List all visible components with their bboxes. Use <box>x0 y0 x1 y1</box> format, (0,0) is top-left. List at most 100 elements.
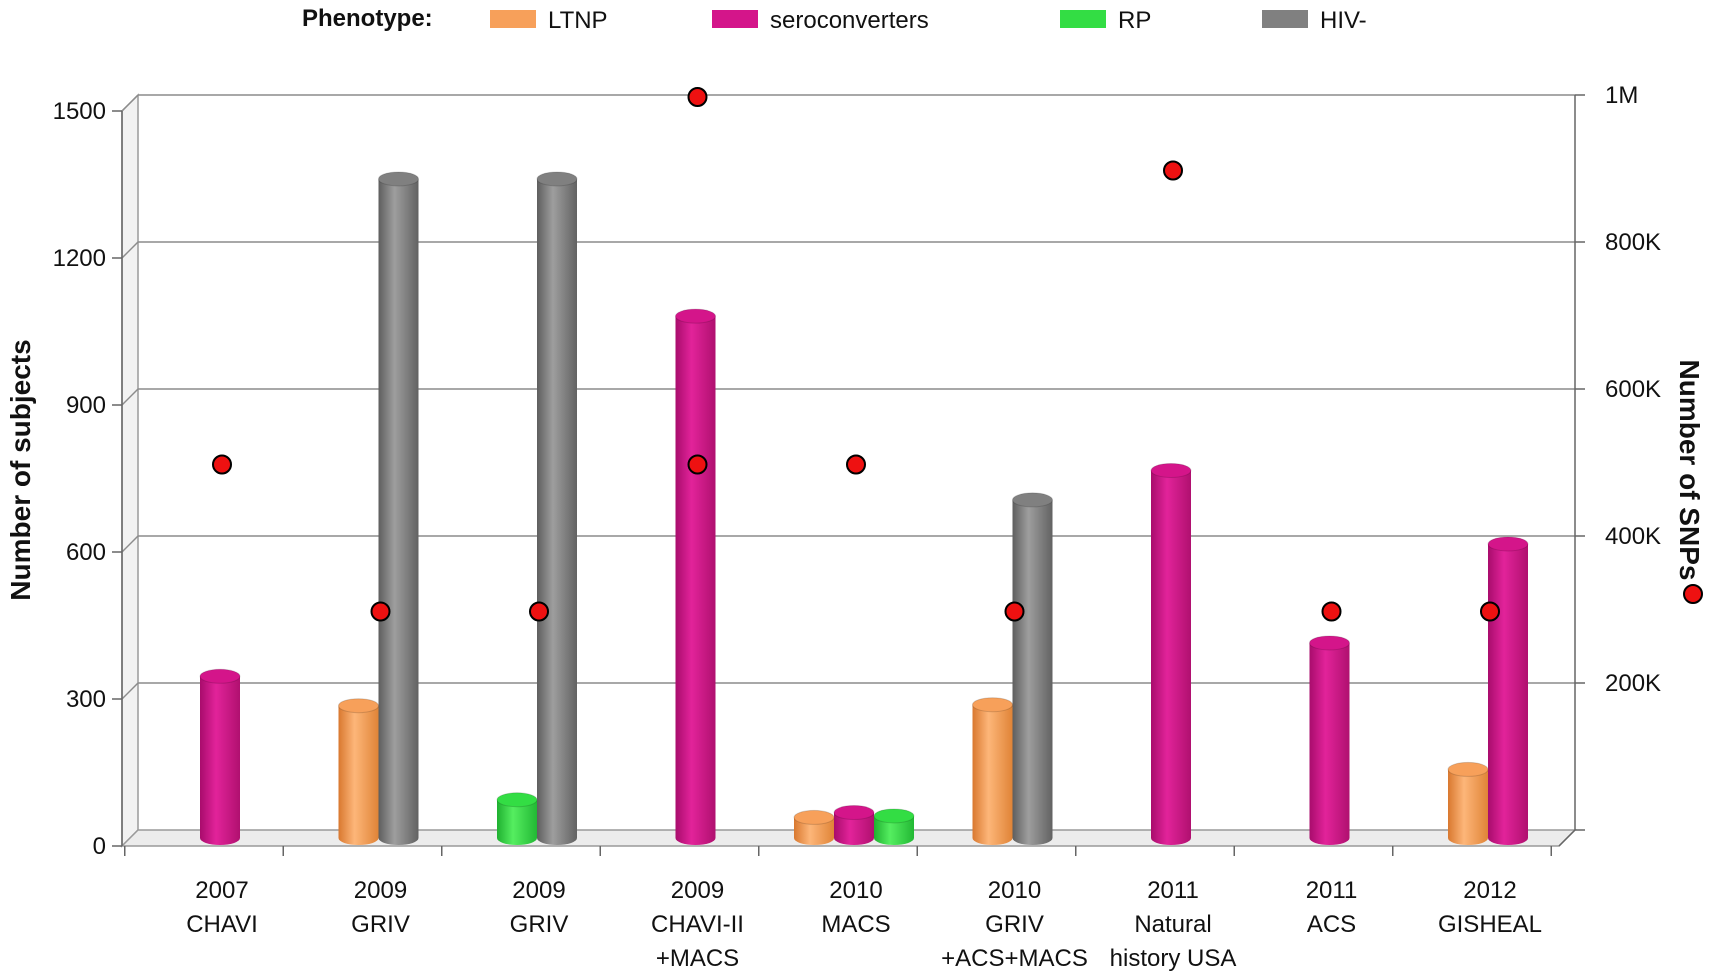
snp-marker <box>687 454 708 475</box>
snp-marker <box>846 454 866 475</box>
y-right-axis-foot <box>1558 829 1576 847</box>
bar-top <box>972 697 1013 713</box>
bar-ltnp <box>338 698 379 846</box>
gridline-depth <box>121 94 139 112</box>
bar-body <box>537 178 577 845</box>
bar-ltnp <box>1447 761 1489 845</box>
bar-hiv- <box>378 171 419 846</box>
legend-label: RP <box>1118 7 1151 34</box>
gridlines <box>120 93 1577 848</box>
legend-swatch <box>490 10 536 28</box>
bar-body <box>972 704 1013 846</box>
x-category-label: +MACS <box>656 945 739 972</box>
gridline-depth <box>121 682 139 700</box>
legend: Phenotype: LTNP seroconverters RP HIV- <box>302 5 1703 604</box>
bar-body <box>378 178 419 846</box>
x-category-label: CHAVI <box>186 911 258 938</box>
bar-top <box>1487 536 1529 552</box>
x-category-label: Natural <box>1134 911 1211 938</box>
bar-body <box>675 316 716 846</box>
bar-body <box>1012 499 1053 846</box>
x-category-label: 2007 <box>195 877 248 904</box>
x-category-label: 2009 <box>354 877 407 904</box>
y-right-tick-label: 200K <box>1605 670 1661 697</box>
bar-top <box>199 668 241 684</box>
y-right-tick-label: 800K <box>1605 229 1661 256</box>
snp-legend-marker <box>1683 584 1703 604</box>
side-wall <box>121 93 139 848</box>
bars <box>199 171 1529 846</box>
bar-top <box>338 698 379 714</box>
bar-rp <box>873 808 915 845</box>
y-left-tick-label: 600 <box>66 539 106 566</box>
x-category-label: GRIV <box>985 911 1044 938</box>
bar-seroconverters <box>833 805 875 845</box>
gridline-depth <box>121 241 139 259</box>
x-category-label: +ACS+MACS <box>941 945 1088 972</box>
x-category-label: 2011 <box>1147 877 1199 904</box>
bar-top <box>496 792 538 808</box>
bar-top <box>1150 463 1192 478</box>
x-category-label: 2011 <box>1306 877 1358 904</box>
x-category-label: 2009 <box>512 877 565 904</box>
legend-swatch <box>1060 10 1106 28</box>
x-category-label: 2010 <box>829 877 882 904</box>
y-left-tick-label: 900 <box>66 392 106 419</box>
y-left-tick-label: 1200 <box>53 245 106 272</box>
x-category-label: GRIV <box>510 911 569 938</box>
bar-hiv- <box>536 171 578 845</box>
axes: 0 300 600 900 1200 1500 200K 400K 600K 800K 1M <box>53 82 1661 860</box>
legend-swatch <box>712 10 758 28</box>
bar-seroconverters <box>1487 536 1529 845</box>
gridline-depth <box>121 388 139 406</box>
x-category-label: GRIV <box>351 911 410 938</box>
bar-body <box>200 676 240 845</box>
snp-marker <box>212 454 232 475</box>
y-left-tick-label: 300 <box>66 686 106 713</box>
y-axis-left-title: Number of subjects <box>5 339 36 600</box>
legend-label: LTNP <box>548 7 608 34</box>
bar-seroconverters <box>199 668 241 845</box>
bar-top <box>833 805 875 821</box>
y-left-tick-label: 1500 <box>53 98 106 125</box>
bar-top <box>378 171 419 187</box>
snp-marker <box>529 601 549 622</box>
bar-body <box>874 815 914 845</box>
x-category-label: 2009 <box>671 877 724 904</box>
legend-swatch <box>1262 10 1308 28</box>
bar-ltnp <box>793 809 835 845</box>
category-labels: 2007 CHAVI 2009 GRIV 2009 GRIV 2009 CHAVI-II +MA… <box>186 877 1542 972</box>
legend-label: seroconverters <box>770 7 929 34</box>
y-right-tick-label: 400K <box>1605 523 1661 550</box>
x-category-label: 2010 <box>988 877 1041 904</box>
bar-body <box>1151 470 1191 845</box>
snp-markers <box>212 87 1500 622</box>
bar-seroconverters <box>1309 635 1350 846</box>
bar-top <box>793 809 835 825</box>
bar-body <box>794 817 834 845</box>
gridline-depth <box>121 535 139 553</box>
legend-title: Phenotype: <box>302 5 433 32</box>
bar-body <box>497 799 537 845</box>
bar-top <box>873 808 915 824</box>
bar-body <box>834 812 874 845</box>
bar-top <box>1447 761 1489 777</box>
bar-ltnp <box>972 697 1013 846</box>
bar-body <box>1488 544 1528 845</box>
snp-marker <box>687 87 708 107</box>
snp-marker <box>1163 160 1183 181</box>
x-category-label: MACS <box>821 911 890 938</box>
bar-hiv- <box>1012 492 1053 846</box>
legend-label: HIV- <box>1320 7 1367 34</box>
y-right-tick-label: 1M <box>1605 82 1638 109</box>
bar-body <box>338 705 379 846</box>
x-category-label: GISHEAL <box>1438 911 1542 938</box>
y-right-tick-label: 600K <box>1605 376 1661 403</box>
bar-rp <box>496 792 538 845</box>
y-left-tick-label: 0 <box>93 833 106 860</box>
bar-seroconverters <box>1150 463 1192 845</box>
bar-top <box>536 171 578 187</box>
bar-seroconverters <box>675 308 716 846</box>
